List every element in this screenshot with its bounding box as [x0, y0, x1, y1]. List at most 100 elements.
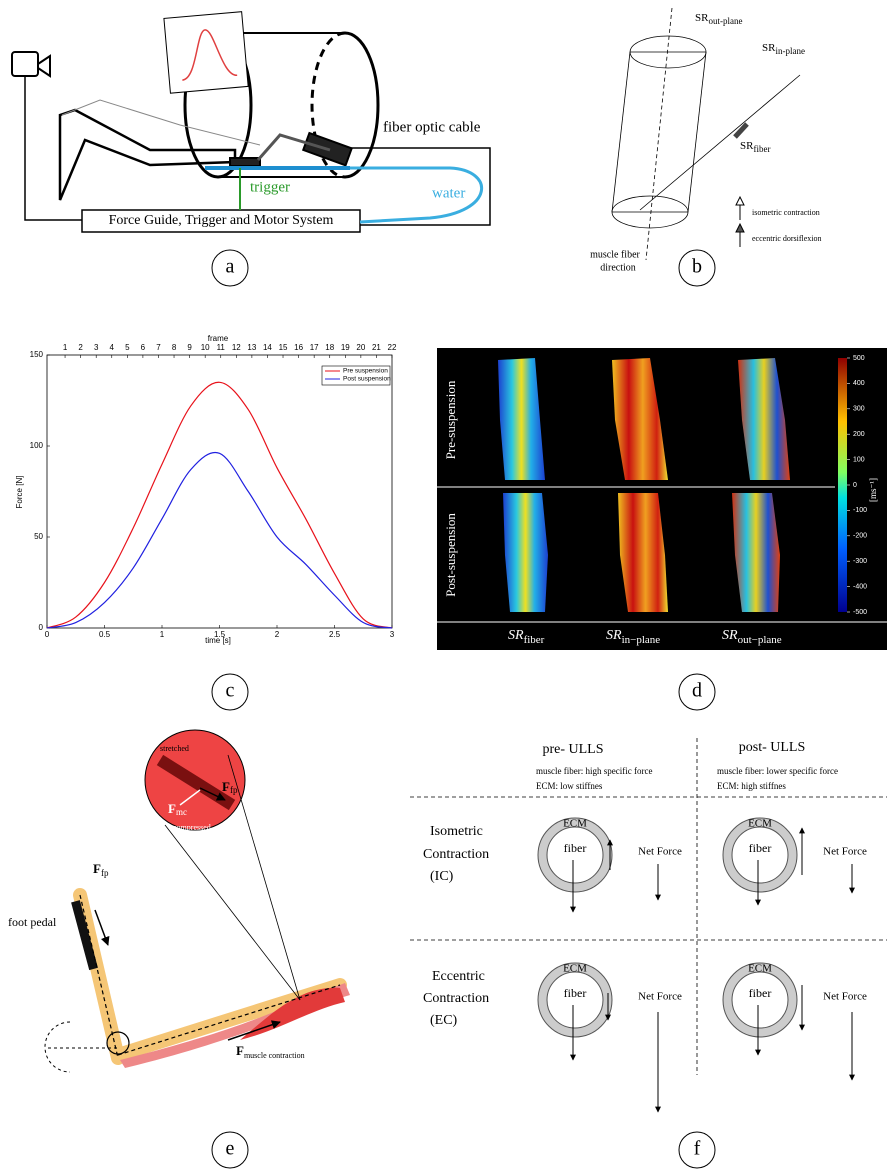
colorbar-tick-label: 100: [853, 456, 865, 463]
y-axis-label: Force [N]: [15, 476, 24, 509]
colorbar-tick-label: 300: [853, 406, 865, 413]
direction-label: direction: [600, 262, 636, 273]
column-title: pre- ULLS: [542, 742, 603, 757]
panel-label: e: [226, 1138, 235, 1160]
x2-tick-label: 20: [356, 343, 365, 352]
y-tick-label: 50: [34, 532, 43, 541]
panel-label: f: [694, 1138, 701, 1160]
colorbar-tick-label: -300: [853, 558, 867, 565]
cable-label: fiber optic cable: [383, 119, 481, 135]
plot-frame: [47, 355, 392, 628]
colorbar-unit: [ms⁻¹]: [868, 478, 878, 502]
pedal: [230, 158, 260, 166]
force-muscle: Fmuscle contraction: [236, 1043, 305, 1060]
system-label: Force Guide, Trigger and Motor System: [109, 213, 334, 228]
water-label: water: [432, 185, 465, 201]
monitor: [164, 12, 248, 94]
net-force-label: Net Force: [823, 991, 867, 1003]
colorbar-tick-label: -200: [853, 533, 867, 540]
y-tick-label: 100: [30, 441, 44, 450]
net-force-label: Net Force: [823, 846, 867, 858]
line: [47, 452, 392, 628]
x-tick-label: 2: [275, 630, 280, 639]
colorbar-tick-label: -500: [853, 609, 867, 616]
column-note: muscle fiber: high specific force: [536, 766, 652, 776]
x2-tick-label: 4: [110, 343, 115, 352]
patient: [62, 100, 260, 145]
row-label: Contraction: [423, 847, 489, 862]
legend-label: Pre suspension: [343, 368, 388, 375]
net-force-label: Net Force: [638, 991, 682, 1003]
x2-tick-label: 12: [232, 343, 241, 352]
row-label: (IC): [430, 869, 454, 884]
sr-fiber: SRfiber: [740, 140, 770, 155]
x2-tick-label: 10: [201, 343, 210, 352]
panel-label: d: [692, 680, 702, 702]
force-fp: Ffp: [93, 861, 109, 878]
x2-tick-label: 3: [94, 343, 99, 352]
map: [503, 493, 548, 612]
x2-tick-label: 18: [325, 343, 334, 352]
x-tick-label: 0.5: [99, 630, 111, 639]
fiber-label: fiber: [564, 986, 587, 1000]
colorbar-tick-label: -100: [853, 507, 867, 514]
column-note: muscle fiber: lower specific force: [717, 766, 838, 776]
column-note: ECM: high stiffnes: [717, 781, 786, 791]
panel-f: [410, 738, 887, 1112]
x2-tick-label: 14: [263, 343, 272, 352]
ecm-label: ECM: [563, 963, 587, 975]
figure: fiber optic cable trigger water Force Gu…: [0, 0, 887, 1171]
x2-tick-label: 8: [172, 343, 177, 352]
x-tick-label: 1: [160, 630, 165, 639]
trigger-label: trigger: [250, 179, 290, 195]
sr-fiber-line: [640, 75, 800, 210]
row-label: Post-suspension: [443, 513, 458, 597]
camera-lens: [38, 56, 50, 76]
panel-e: [45, 730, 350, 1072]
fiber-axis: [646, 8, 672, 260]
x2-tick-label: 21: [372, 343, 381, 352]
colorbar-tick-label: 200: [853, 431, 865, 438]
net-force-label: Net Force: [638, 846, 682, 858]
cable-line: [350, 148, 490, 225]
x2-tick-label: 16: [294, 343, 303, 352]
direction-label: muscle fiber: [590, 249, 640, 260]
compressed-label: compressed: [173, 823, 211, 832]
camera: [12, 52, 38, 76]
panel-label: b: [692, 256, 702, 278]
colorbar-tick-label: 0: [853, 482, 857, 489]
stretched-label: stretched: [160, 744, 189, 753]
sr-in: SRin-plane: [762, 42, 805, 57]
y-tick-label: 0: [39, 623, 44, 632]
x2-tick-label: 11: [217, 343, 226, 352]
sr-out: SRout-plane: [695, 12, 742, 27]
row-label: Eccentric: [432, 969, 485, 984]
ecm-label: ECM: [563, 818, 587, 830]
colorbar-tick-label: 500: [853, 355, 865, 362]
legend-eccentric: eccentric dorsiflexion: [752, 234, 822, 243]
panel-label: a: [226, 256, 235, 278]
x-tick-label: 1.5: [214, 630, 226, 639]
foot-pedal-label: foot pedal: [8, 915, 57, 929]
row-label: Contraction: [423, 991, 489, 1006]
x2-tick-label: 7: [156, 343, 161, 352]
row-label: Isometric: [430, 824, 483, 839]
colorbar: [838, 358, 847, 612]
column-note: ECM: low stiffnes: [536, 781, 603, 791]
y-tick-label: 150: [30, 350, 44, 359]
x-tick-label: 2.5: [329, 630, 341, 639]
x2-tick-label: 19: [341, 343, 350, 352]
fiber-label: fiber: [749, 986, 772, 1000]
colorbar-tick-label: -400: [853, 583, 867, 590]
bed: [60, 110, 235, 200]
legend-label: Post suspension: [343, 376, 391, 383]
ecm-label: ECM: [748, 963, 772, 975]
x2-tick-label: 13: [247, 343, 256, 352]
x-tick-label: 0: [45, 630, 50, 639]
row-label: Pre-suspension: [443, 380, 458, 459]
legend-isometric: isometric contraction: [752, 208, 820, 217]
fiber-label: fiber: [749, 841, 772, 855]
x2-tick-label: 17: [310, 343, 319, 352]
x2-tick-label: 15: [279, 343, 288, 352]
line: [47, 382, 392, 628]
